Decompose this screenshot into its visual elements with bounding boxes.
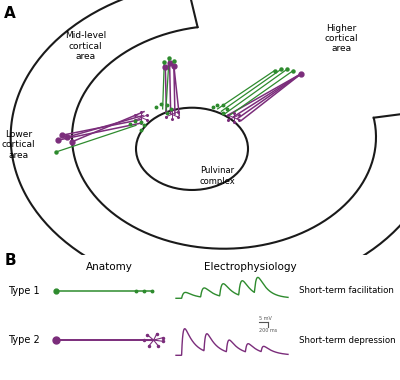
- Text: Mid-level
cortical
area: Mid-level cortical area: [65, 31, 106, 61]
- Text: A: A: [4, 6, 16, 21]
- Text: 200 ms: 200 ms: [259, 328, 278, 332]
- Text: Short-term facilitation: Short-term facilitation: [299, 286, 394, 295]
- Text: Lower
cortical
area: Lower cortical area: [2, 130, 36, 160]
- Text: B: B: [4, 253, 16, 268]
- Text: Higher
cortical
area: Higher cortical area: [324, 24, 358, 53]
- Text: Pulvinar
complex: Pulvinar complex: [200, 166, 236, 186]
- Text: 5 mV: 5 mV: [259, 316, 272, 321]
- Text: Electrophysiology: Electrophysiology: [204, 262, 297, 272]
- Text: Type 1: Type 1: [8, 286, 40, 296]
- Text: Type 2: Type 2: [8, 335, 40, 345]
- Text: Anatomy: Anatomy: [86, 262, 133, 272]
- Text: Short-term depression: Short-term depression: [299, 336, 395, 345]
